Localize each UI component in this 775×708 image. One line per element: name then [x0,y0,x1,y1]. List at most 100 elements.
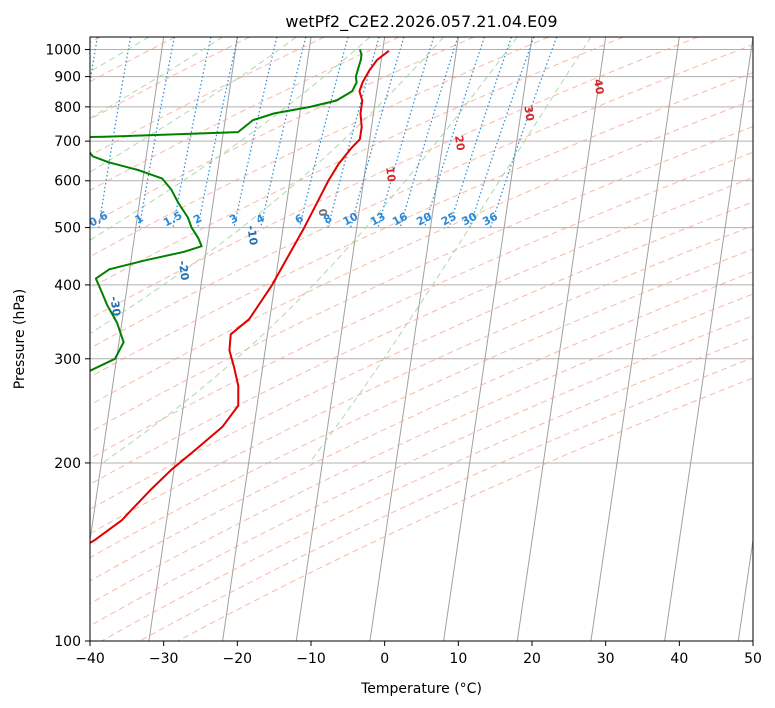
y-axis-title: Pressure (hPa) [12,289,28,389]
mixing-ratio-line [423,37,485,228]
isotherm-line [443,37,533,641]
dry-adiabat-line [90,125,753,433]
dry-adiabat-line [90,37,624,289]
isotherm-label: -10 [244,225,260,247]
y-tick-label: 900 [54,70,81,86]
y-tick-label: 100 [54,634,81,650]
x-tick-label: −30 [149,651,179,667]
y-tick-label: 200 [54,456,81,472]
isotherm-label: -30 [107,295,123,317]
mixing-ratio-label: 13 [368,210,388,229]
isotherm-label: 30 [521,105,536,122]
isotherm-label: -40 [40,335,56,357]
dry-adiabat-line [90,37,251,120]
y-tick-label: 800 [54,100,81,116]
isotherm-lines [90,37,753,641]
mixing-ratio-line [489,37,558,228]
mixing-ratio-line [298,37,349,228]
mixing-ratio-label: 1 [133,212,146,227]
mixing-ratio-label: 8 [321,212,334,227]
dry-adiabat-line [90,176,753,485]
mixing-ratio-label: 36 [480,210,500,229]
isotherm-label: 10 [383,166,398,183]
y-tick-label: 600 [54,174,81,190]
x-axis-ticks: −40 −30 −20 −10 0 10 20 30 40 50 [75,641,762,667]
x-tick-label: −40 [75,651,105,667]
dry-adiabat-line [90,37,400,191]
mixing-ratio-line [90,37,98,86]
isotherm-line [369,37,459,641]
isotherm-label: 40 [591,78,606,95]
mixing-ratio-line [98,37,132,228]
isotherm-line [148,37,238,641]
y-tick-label: 300 [54,352,81,368]
moist-adiabat-line [308,37,592,464]
mixing-ratio-line [399,37,459,228]
x-axis-title: Temperature (°C) [360,681,482,697]
plot-frame [89,36,754,642]
isotherm-line [664,37,753,641]
mixing-ratio-line [138,37,175,228]
mixing-ratio-label: 6 [293,211,306,226]
y-axis-ticks: 100 200 300 400 500 600 700 800 900 1000 [45,43,90,650]
dry-adiabat-line [90,151,753,460]
isotherm-line [90,37,165,544]
x-tick-label: 0 [380,651,389,667]
moist-adiabat-lines [90,37,592,464]
x-tick-label: 30 [597,651,615,667]
dry-adiabat-line [90,37,549,258]
dry-adiabat-line [90,37,475,225]
isotherm-label: -20 [176,260,192,282]
mixing-ratio-label: 1.5 [161,209,184,230]
dry-adiabat-line [90,315,753,627]
dry-adiabat-line [90,72,753,378]
plot-area: -100-90-80-70-60-50-40-30-20-10010203040… [6,37,753,641]
dry-adiabat-line [90,271,753,582]
x-tick-label: 50 [744,651,762,667]
mixing-ratio-line [377,37,435,228]
x-tick-label: 20 [523,651,541,667]
mixing-ratio-line [172,37,212,228]
sounding-series [90,49,390,545]
y-tick-label: 500 [54,221,81,237]
mixing-ratio-label: 2 [191,212,204,227]
mixing-ratio-lines [18,37,558,228]
mixing-ratio-line [233,37,278,228]
isopleth-labels: -100-90-80-70-60-50-40-30-20-10010203040… [6,78,606,357]
dry-adiabat-lines [90,37,753,641]
dry-adiabat-line [90,99,753,406]
moist-adiabat-line [90,37,223,119]
dry-adiabat-line [90,293,753,605]
mixing-ratio-line [448,37,513,228]
mixing-ratio-label: 0.2 [6,209,29,230]
mixing-ratio-label: 3 [227,212,240,227]
mixing-ratio-line [469,37,535,228]
dewpoint-profile-line [90,49,363,372]
mixing-ratio-line [18,37,44,228]
temperature-profile-line [90,50,390,545]
mixing-ratio-line [350,37,405,228]
isotherm-line [590,37,680,641]
dry-adiabat-line [90,44,753,349]
mixing-ratio-line [260,37,307,228]
y-tick-label: 400 [54,278,81,294]
x-tick-label: −20 [223,651,253,667]
isotherm-line [295,37,386,641]
moist-adiabat-line [90,37,297,173]
mixing-ratio-label: 30 [460,210,480,229]
isotherm-label: 20 [452,134,467,151]
pressure-gridlines [90,49,753,641]
dry-adiabat-line [177,377,753,641]
isotherm-line [737,536,753,641]
dry-adiabat-line [90,37,699,320]
mixing-ratio-label: 20 [414,210,434,229]
x-tick-label: −10 [296,651,326,667]
dry-adiabat-line [90,225,753,535]
chart-title: wetPf2_C2E2.2026.057.21.04.E09 [285,12,557,32]
isotherm-line [516,37,607,641]
x-tick-label: 40 [670,651,688,667]
dry-adiabat-line [101,336,753,641]
dry-adiabat-line [90,201,753,510]
isotherm-label: 0 [315,208,329,218]
